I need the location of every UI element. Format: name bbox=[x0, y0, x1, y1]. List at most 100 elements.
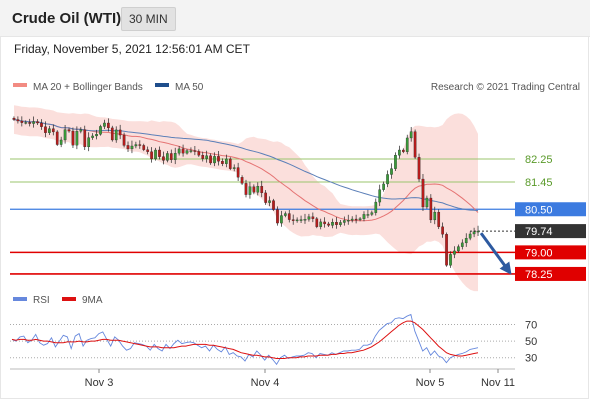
candle-down bbox=[236, 167, 240, 178]
rsi-tick-label: 50 bbox=[525, 336, 537, 348]
legend-9ma-swatch bbox=[62, 297, 76, 301]
level-labels: 82.25 81.45 80.50 79.74 79.00 78.25 bbox=[515, 154, 586, 281]
last-price-label: 79.74 bbox=[525, 226, 553, 238]
candle-up bbox=[189, 150, 193, 152]
legend-bollinger-label: MA 20 + Bollinger Bands bbox=[33, 82, 143, 93]
timeframe-button[interactable]: 30 MIN bbox=[121, 7, 176, 31]
candle-up bbox=[63, 129, 67, 141]
candle-down bbox=[287, 213, 291, 220]
candlesticks bbox=[12, 116, 480, 268]
legend-rsi-label: RSI bbox=[33, 295, 50, 306]
candle-up bbox=[433, 211, 437, 221]
projection-arrow bbox=[479, 232, 512, 275]
candle-down bbox=[122, 134, 126, 146]
candle-up bbox=[307, 216, 311, 220]
support-tag bbox=[515, 245, 586, 260]
candle-down bbox=[20, 120, 24, 123]
candle-down bbox=[126, 145, 130, 150]
candle-up bbox=[248, 186, 252, 195]
candle-down bbox=[323, 221, 326, 225]
candle-down bbox=[417, 157, 421, 180]
candle-down bbox=[421, 178, 425, 208]
candle-up bbox=[303, 219, 307, 221]
candle-up bbox=[405, 137, 409, 152]
candle-down bbox=[201, 155, 205, 159]
candle-down bbox=[83, 129, 87, 148]
candle-down bbox=[142, 145, 146, 150]
candle-down bbox=[150, 151, 153, 160]
legend-rsi-swatch bbox=[13, 297, 27, 301]
ma50-line bbox=[13, 119, 479, 212]
candle-down bbox=[217, 156, 220, 162]
candle-up bbox=[166, 153, 169, 161]
candle-down bbox=[181, 148, 185, 154]
resistance-label: 82.25 bbox=[525, 154, 553, 166]
candle-down bbox=[40, 122, 43, 127]
candle-up bbox=[425, 197, 429, 208]
candle-up bbox=[350, 218, 354, 221]
candle-down bbox=[291, 219, 295, 221]
candle-up bbox=[280, 215, 283, 224]
candle-up bbox=[91, 135, 94, 138]
candle-up bbox=[331, 222, 334, 226]
legend-9ma-label: 9MA bbox=[82, 295, 103, 306]
candle-down bbox=[158, 149, 161, 157]
pivot-label: 80.50 bbox=[525, 204, 553, 216]
candle-up bbox=[346, 220, 350, 222]
projection-arrowhead bbox=[499, 261, 512, 275]
candle-up bbox=[130, 145, 134, 150]
rsi-tick-label: 30 bbox=[525, 353, 537, 365]
candle-down bbox=[12, 117, 16, 120]
candle-down bbox=[162, 156, 165, 161]
candle-down bbox=[193, 150, 197, 152]
candle-up bbox=[268, 200, 271, 203]
chart-frame bbox=[0, 36, 589, 399]
candle-up bbox=[378, 189, 382, 203]
legend-bollinger-swatch bbox=[13, 83, 27, 87]
candle-down bbox=[252, 186, 256, 193]
candle-down bbox=[401, 149, 405, 152]
x-tick-label: Nov 3 bbox=[85, 377, 114, 389]
candle-down bbox=[146, 149, 150, 152]
rsi-panel: 70 50 30 bbox=[10, 313, 537, 366]
instrument-title: Crude Oil (WTI) bbox=[12, 10, 122, 27]
candle-up bbox=[449, 254, 452, 266]
candle-down bbox=[437, 211, 441, 227]
candle-down bbox=[240, 177, 244, 184]
candle-down bbox=[276, 209, 279, 224]
header-bar: Crude Oil (WTI) 30 MIN bbox=[0, 0, 590, 37]
candle-up bbox=[232, 167, 236, 169]
candle-down bbox=[67, 129, 71, 132]
candle-up bbox=[225, 158, 228, 164]
candle-down bbox=[44, 126, 47, 133]
candle-up bbox=[256, 186, 260, 193]
candle-down bbox=[36, 121, 39, 124]
support-label: 79.00 bbox=[525, 247, 553, 259]
candle-up bbox=[299, 219, 303, 221]
candle-down bbox=[260, 186, 264, 194]
rsi-tick-label: 70 bbox=[525, 319, 537, 331]
resistance-label: 81.45 bbox=[525, 177, 553, 189]
candle-up bbox=[295, 219, 299, 222]
candle-down bbox=[228, 158, 232, 169]
candle-up bbox=[103, 122, 106, 127]
pivot-tag bbox=[515, 202, 586, 217]
candle-up bbox=[177, 148, 181, 154]
candle-down bbox=[413, 131, 417, 158]
timestamp: Friday, November 5, 2021 12:56:01 AM CET bbox=[14, 42, 250, 56]
candle-up bbox=[283, 213, 287, 216]
candle-up bbox=[339, 222, 342, 225]
candle-down bbox=[272, 200, 275, 210]
candle-up bbox=[390, 168, 393, 175]
candle-down bbox=[327, 223, 330, 226]
candle-up bbox=[173, 153, 177, 160]
candle-up bbox=[79, 129, 83, 132]
candle-up bbox=[99, 126, 102, 135]
x-tick-label: Nov 4 bbox=[251, 377, 280, 389]
candle-up bbox=[366, 214, 370, 216]
candle-up bbox=[472, 231, 476, 235]
candle-down bbox=[71, 130, 75, 146]
support-label: 78.25 bbox=[525, 269, 553, 281]
candle-up bbox=[32, 121, 35, 124]
candle-up bbox=[75, 131, 79, 146]
